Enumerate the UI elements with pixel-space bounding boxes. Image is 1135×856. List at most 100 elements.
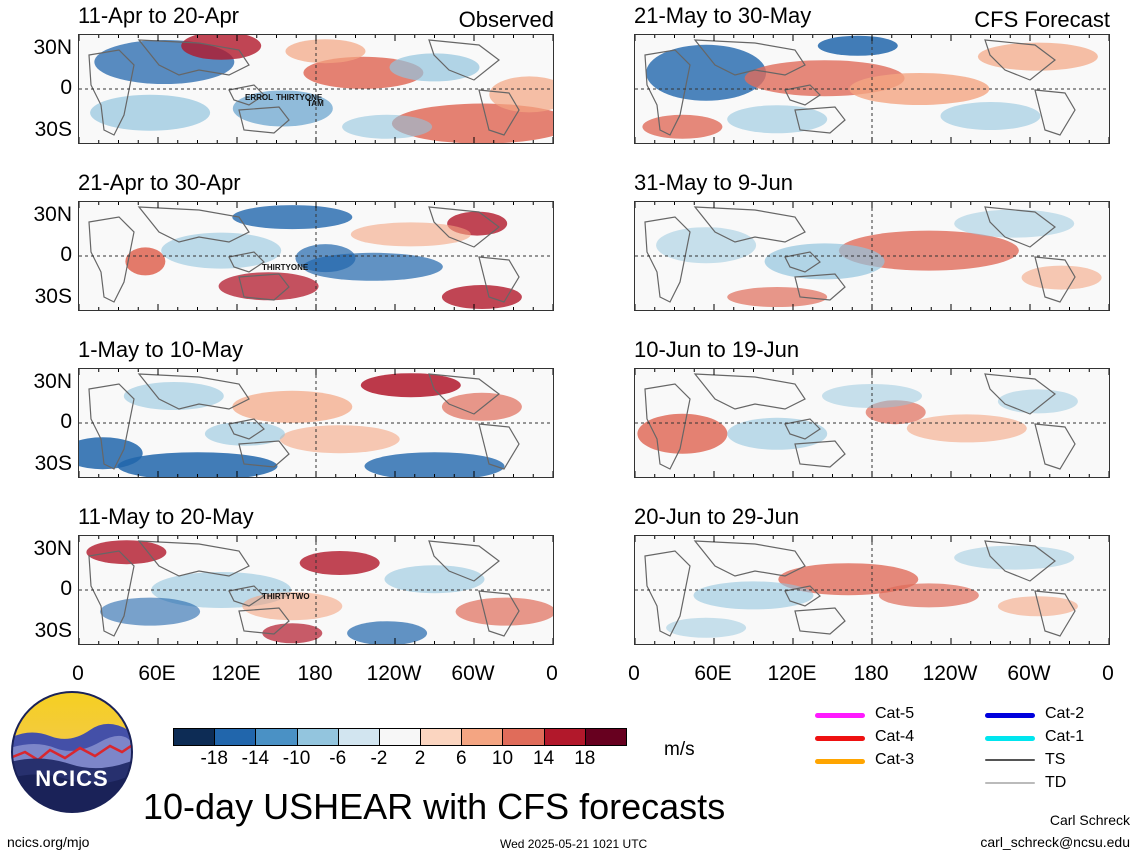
observed-panel-3-title: 1-May to 10-May [78, 337, 244, 362]
anomaly-blob [817, 35, 898, 56]
colorbar [173, 728, 627, 746]
colorbar-tick-label: -2 [370, 748, 388, 769]
coastline [238, 607, 290, 635]
anomaly-blob [1021, 265, 1102, 290]
footer-author: Carl Schreck [1049, 812, 1130, 828]
anomaly-blob [489, 76, 553, 113]
colorbar-swatch [214, 728, 257, 746]
track-legend-line [815, 759, 865, 764]
coastline [784, 84, 821, 106]
track-legend-label: Cat-3 [875, 751, 915, 768]
forecast-panel-4-title: 20-Jun to 29-Jun [634, 504, 800, 529]
anomaly-blob [977, 42, 1098, 71]
anomaly-blob [125, 247, 166, 276]
track-legend-line [985, 713, 1035, 718]
coastline [984, 206, 1056, 248]
anomaly-blob [642, 114, 723, 139]
colorbar-tick-label: -18 [200, 748, 228, 769]
anomaly-blob [997, 389, 1078, 414]
coastline [984, 39, 1056, 81]
anomaly-blob [693, 581, 814, 610]
coastline [137, 373, 250, 410]
coastline [784, 585, 821, 607]
lat-label-30s: 30S [34, 452, 72, 475]
anomaly-blob [441, 392, 522, 421]
logo-text: NCICS [35, 766, 109, 791]
coastline [88, 550, 135, 637]
coastline [984, 373, 1056, 415]
coastline [1034, 256, 1076, 303]
observed-lon-tick-label: 0 [72, 662, 84, 685]
anomaly-blob [86, 540, 167, 565]
anomaly-blob [391, 103, 553, 143]
observed-map-panel-4 [78, 535, 554, 645]
forecast-map-panel-3 [634, 368, 1110, 478]
forecast-map-panel-1 [634, 34, 1110, 144]
coastline [644, 49, 691, 136]
lat-label-eq: 0 [60, 410, 72, 433]
footer-site-link[interactable]: ncics.org/mjo [7, 834, 90, 850]
forecast-lon-tick-label: 0 [1102, 662, 1114, 685]
coastline [1034, 423, 1076, 470]
lat-label-30s: 30S [34, 619, 72, 642]
anomaly-blob [342, 114, 433, 139]
anomaly-blob [954, 545, 1075, 570]
coastline [88, 49, 135, 136]
forecast-lon-tick-label: 120W [922, 662, 978, 685]
track-legend-line [815, 713, 865, 718]
coastline [693, 540, 806, 577]
shear-anomaly-map [79, 202, 553, 310]
colorbar-tick-label: 10 [491, 748, 514, 769]
coastline [644, 383, 691, 470]
coastline [794, 106, 846, 134]
shear-anomaly-map [79, 35, 553, 143]
coastline [794, 440, 846, 468]
anomaly-blob [441, 285, 522, 310]
colorbar-swatch [584, 728, 627, 746]
coastline [137, 206, 250, 243]
coastline [693, 373, 806, 410]
coastline [428, 373, 500, 415]
colorbar-tick-label: 14 [533, 748, 555, 769]
anomaly-blob [242, 592, 343, 621]
shear-anomaly-map [635, 369, 1109, 477]
track-legend-line [815, 736, 865, 741]
colorbar-swatch [255, 728, 298, 746]
anomaly-blob [646, 44, 767, 101]
anomaly-blob [727, 287, 828, 308]
observed-map-panel-3 [78, 368, 554, 478]
forecast-lon-tick-label: 0 [628, 662, 640, 685]
coastline [478, 256, 520, 303]
coastline [428, 206, 500, 248]
lat-label-eq: 0 [60, 577, 72, 600]
track-legend-label: TD [1045, 774, 1067, 791]
anomaly-blob [232, 390, 353, 423]
coastline [238, 273, 290, 301]
anomaly-blob [218, 272, 319, 301]
anomaly-blob [364, 452, 505, 477]
anomaly-blob [117, 452, 278, 477]
coastline [238, 440, 290, 468]
anomaly-blob [878, 583, 979, 608]
anomaly-blob [161, 232, 282, 269]
colorbar-tick-label: -14 [241, 748, 270, 769]
observed-lon-tick-label: 60E [138, 662, 176, 685]
colorbar-swatch [378, 728, 422, 746]
footer-email[interactable]: carl_schreck@ncsu.edu [980, 834, 1130, 850]
coastline [88, 216, 135, 303]
colorbar-tick-label: -6 [329, 748, 347, 769]
lat-label-30n: 30N [33, 537, 72, 560]
colorbar-tick-label: 2 [414, 748, 426, 769]
main-title: 10-day USHEAR with CFS forecasts [143, 786, 726, 827]
coastline [794, 607, 846, 635]
colorbar-units: m/s [664, 739, 695, 760]
anomaly-blob [299, 551, 380, 575]
forecast-panel-3-title: 10-Jun to 19-Jun [634, 337, 800, 362]
anomaly-blob [906, 414, 1027, 443]
colorbar-swatch [173, 728, 216, 746]
storm-label-tam: TAM [307, 99, 324, 108]
forecast-panel-2-title: 31-May to 9-Jun [634, 170, 793, 195]
anomaly-blob [350, 222, 471, 247]
anomaly-blob [360, 373, 461, 398]
anomaly-blob [389, 53, 480, 82]
